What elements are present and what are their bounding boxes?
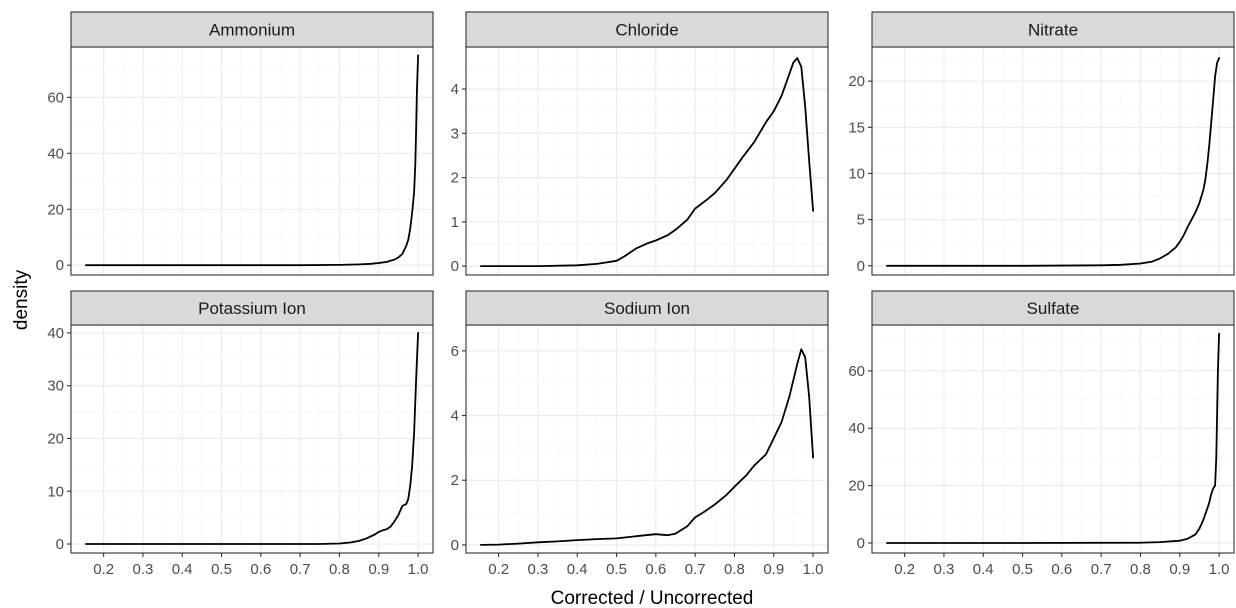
y-tick-label: 0 <box>857 258 865 275</box>
facet-strip <box>465 290 829 326</box>
y-tick-label: 20 <box>47 201 64 218</box>
x-tick-label: 0.4 <box>172 561 193 578</box>
y-tick-label: 2 <box>451 472 459 489</box>
y-tick-label: 4 <box>451 408 459 425</box>
x-tick-label: 0.7 <box>1091 561 1112 578</box>
y-tick-label: 10 <box>47 483 64 500</box>
x-tick-label: 0.8 <box>329 561 350 578</box>
x-tick-label: 0.2 <box>488 561 509 578</box>
y-tick-label: 20 <box>848 478 865 495</box>
y-axis-title: density <box>11 269 32 330</box>
x-tick-label: 0.3 <box>933 561 954 578</box>
facet-panel: Sulfate 0 20 40 60 0.2 0.3 0.4 0.5 0.6 0.7 0.8 0.9 1.… <box>848 290 1235 578</box>
y-tick-label: 0 <box>451 258 459 275</box>
facet-strip <box>70 11 434 48</box>
x-tick-label: 0.7 <box>685 561 706 578</box>
y-tick-label: 30 <box>47 378 64 395</box>
x-tick-label: 0.2 <box>894 561 915 578</box>
x-tick-label: 0.3 <box>527 561 548 578</box>
facet-strip-label: Chloride <box>615 21 678 40</box>
y-tick-label: 0 <box>56 536 64 553</box>
x-tick-label: 0.8 <box>1130 561 1151 578</box>
y-tick-label: 20 <box>848 73 865 90</box>
facet-panel: Potassium Ion 0 10 20 30 40 0.2 0.3 0.4 0.5 0.6 0.7… <box>47 290 434 578</box>
x-tick-label: 1.0 <box>1209 561 1230 578</box>
y-tick-label: 60 <box>47 89 64 106</box>
facet-panel: Nitrate 0 5 10 15 20 <box>848 11 1235 276</box>
x-tick-label: 1.0 <box>803 561 824 578</box>
density-curve <box>886 332 1220 544</box>
y-tick-label: 4 <box>451 81 459 98</box>
y-tick-label: 40 <box>47 145 64 162</box>
x-tick-label: 0.4 <box>973 561 994 578</box>
x-tick-label: 0.4 <box>567 561 588 578</box>
x-tick-label: 0.6 <box>645 561 666 578</box>
y-tick-label: 40 <box>848 420 865 437</box>
x-tick-label: 0.9 <box>763 561 784 578</box>
density-curve <box>85 54 419 267</box>
facet-strip-label: Ammonium <box>209 21 295 40</box>
y-tick-label: 0 <box>857 535 865 552</box>
facet-strip <box>465 11 829 48</box>
facet-strip-label: Sodium Ion <box>604 299 690 318</box>
x-tick-label: 0.5 <box>1012 561 1033 578</box>
panel-background <box>466 325 828 553</box>
x-tick-label: 1.0 <box>408 561 429 578</box>
x-tick-label: 0.9 <box>368 561 389 578</box>
facet-strip-label: Potassium Ion <box>198 299 306 318</box>
facet-panel: Chloride 0 1 2 3 4 <box>451 11 829 276</box>
y-tick-label: 0 <box>56 257 64 274</box>
density-curve <box>886 57 1220 267</box>
y-tick-label: 20 <box>47 430 64 447</box>
y-tick-label: 1 <box>451 214 459 231</box>
x-tick-label: 0.2 <box>93 561 114 578</box>
y-tick-label: 6 <box>451 343 459 360</box>
x-tick-label: 0.6 <box>250 561 271 578</box>
density-curve <box>480 348 814 546</box>
panel-background <box>466 47 828 275</box>
facet-strip-label: Nitrate <box>1028 21 1078 40</box>
y-tick-label: 10 <box>848 165 865 182</box>
panel-background <box>872 325 1234 553</box>
x-tick-label: 0.7 <box>290 561 311 578</box>
x-tick-label: 0.3 <box>132 561 153 578</box>
panel-background <box>872 47 1234 275</box>
y-tick-label: 40 <box>47 325 64 342</box>
x-tick-label: 0.5 <box>211 561 232 578</box>
facet-panel: Sodium Ion 0 2 4 6 0.2 0.3 0.4 0.5 0.6 0.7 0.8 0.9 1.… <box>451 290 829 578</box>
facet-strip-label: Sulfate <box>1027 299 1080 318</box>
facet-panel: Ammonium 0 20 40 60 <box>47 11 434 276</box>
y-tick-label: 0 <box>451 537 459 554</box>
y-tick-label: 5 <box>857 212 865 229</box>
facet-strip <box>871 11 1235 48</box>
facet-strip <box>70 290 434 326</box>
y-tick-label: 60 <box>848 363 865 380</box>
x-tick-label: 0.8 <box>724 561 745 578</box>
x-tick-label: 0.9 <box>1169 561 1190 578</box>
facet-strip <box>871 290 1235 326</box>
x-tick-label: 0.6 <box>1051 561 1072 578</box>
density-curve <box>85 332 419 545</box>
y-tick-label: 3 <box>451 125 459 142</box>
density-curve <box>480 57 814 267</box>
x-tick-label: 0.5 <box>606 561 627 578</box>
y-tick-label: 15 <box>848 119 865 136</box>
x-axis-title: Corrected / Uncorrected <box>551 588 754 608</box>
y-tick-label: 2 <box>451 170 459 187</box>
